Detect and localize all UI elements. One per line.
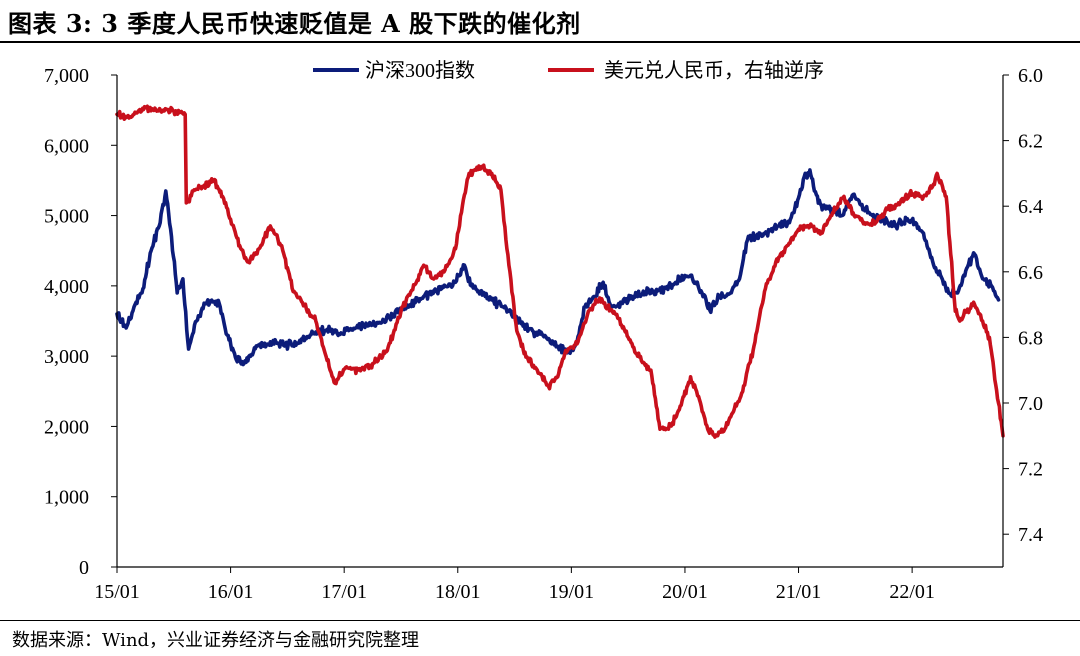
x-tick-label: 16/01: [208, 581, 254, 603]
x-tick-label: 15/01: [94, 581, 140, 603]
csi300-series-line: [115, 168, 1001, 367]
left-tick-label: 0: [79, 557, 89, 579]
source-divider: [0, 620, 1080, 621]
legend-label-csi300: 沪深300指数: [365, 59, 475, 82]
usdcny-series-line: [115, 104, 1005, 439]
right-tick-label: 7.4: [1018, 524, 1043, 546]
figure-title: 图表 3: 3 季度人民币快速贬值是 A 股下跌的催化剂: [8, 9, 581, 38]
left-tick-label: 7,000: [44, 65, 89, 87]
x-tick-label: 22/01: [889, 581, 935, 603]
x-tick-label: 20/01: [662, 581, 708, 603]
title-divider: [0, 41, 1080, 43]
left-tick-label: 2,000: [44, 416, 89, 438]
source-note: 数据来源：Wind，兴业证券经济与金融研究院整理: [12, 630, 420, 651]
x-tick-label: 21/01: [776, 581, 822, 603]
x-tick-label: 18/01: [435, 581, 481, 603]
right-tick-label: 6.4: [1018, 196, 1043, 218]
chart: 0 1,000 2,000 3,000 4,000 5,000 6,000 7,000 6.0 6…: [44, 59, 1043, 603]
right-tick-label: 6.8: [1018, 327, 1043, 349]
right-tick-label: 6.2: [1018, 131, 1043, 153]
x-tick-label: 17/01: [321, 581, 367, 603]
left-tick-label: 5,000: [44, 206, 89, 228]
left-tick-label: 1,000: [44, 487, 89, 509]
right-tick-label: 7.0: [1018, 393, 1043, 415]
left-tick-label: 3,000: [44, 346, 89, 368]
right-tick-label: 6.6: [1018, 262, 1043, 284]
right-tick-label: 6.0: [1018, 65, 1043, 87]
x-tick-label: 19/01: [549, 581, 595, 603]
left-tick-label: 4,000: [44, 276, 89, 298]
legend-label-usdcny: 美元兑人民币，右轴逆序: [604, 59, 824, 82]
right-tick-label: 7.2: [1018, 459, 1043, 481]
left-tick-label: 6,000: [44, 135, 89, 157]
